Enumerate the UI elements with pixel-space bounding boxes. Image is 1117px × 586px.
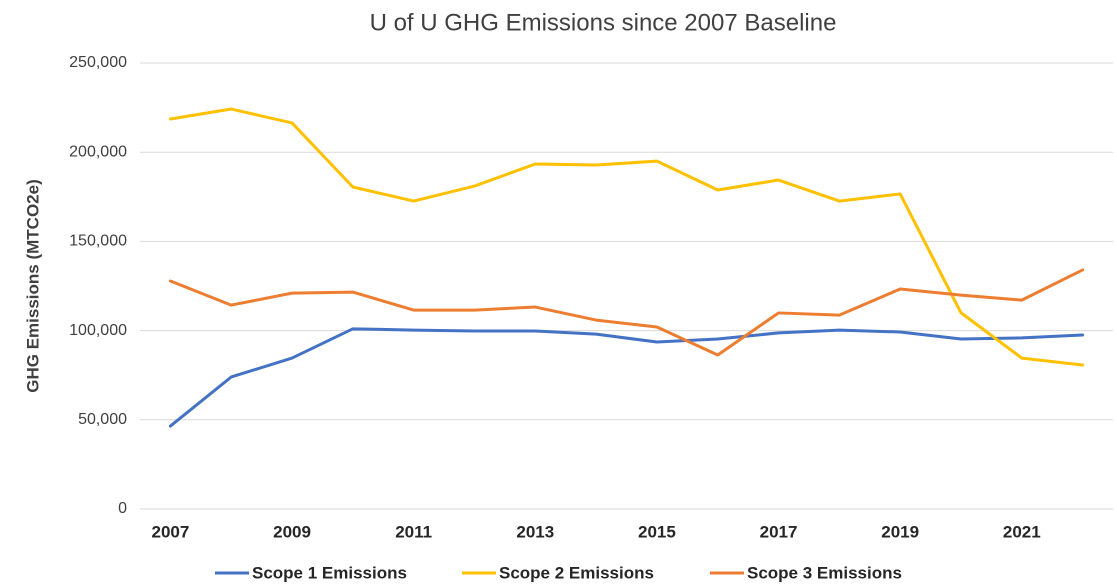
x-tick-label: 2017 — [760, 522, 798, 541]
x-tick-label: 2009 — [273, 522, 311, 541]
y-tick-label: 150,000 — [69, 233, 127, 250]
series-line — [168, 268, 1085, 357]
x-tick-label: 2015 — [638, 522, 676, 541]
y-tick-label: 100,000 — [69, 322, 127, 339]
series-line — [168, 327, 1085, 428]
y-axis-label: GHG Emissions (MTCO2e) — [23, 179, 42, 392]
x-tick-label: 2021 — [1003, 522, 1041, 541]
y-tick-label: 200,000 — [69, 143, 127, 160]
legend-label: Scope 3 Emissions — [747, 563, 902, 582]
series-line — [168, 107, 1085, 367]
x-tick-label: 2011 — [395, 522, 432, 541]
chart-title: U of U GHG Emissions since 2007 Baseline — [370, 9, 837, 36]
y-tick-label: 0 — [118, 500, 127, 517]
y-tick-label: 50,000 — [78, 411, 127, 428]
y-tick-label: 250,000 — [69, 54, 127, 71]
legend-label: Scope 2 Emissions — [499, 563, 654, 582]
x-tick-label: 2007 — [151, 522, 189, 541]
legend-label: Scope 1 Emissions — [252, 563, 407, 582]
x-tick-label: 2019 — [881, 522, 919, 541]
x-tick-label: 2013 — [516, 522, 554, 541]
